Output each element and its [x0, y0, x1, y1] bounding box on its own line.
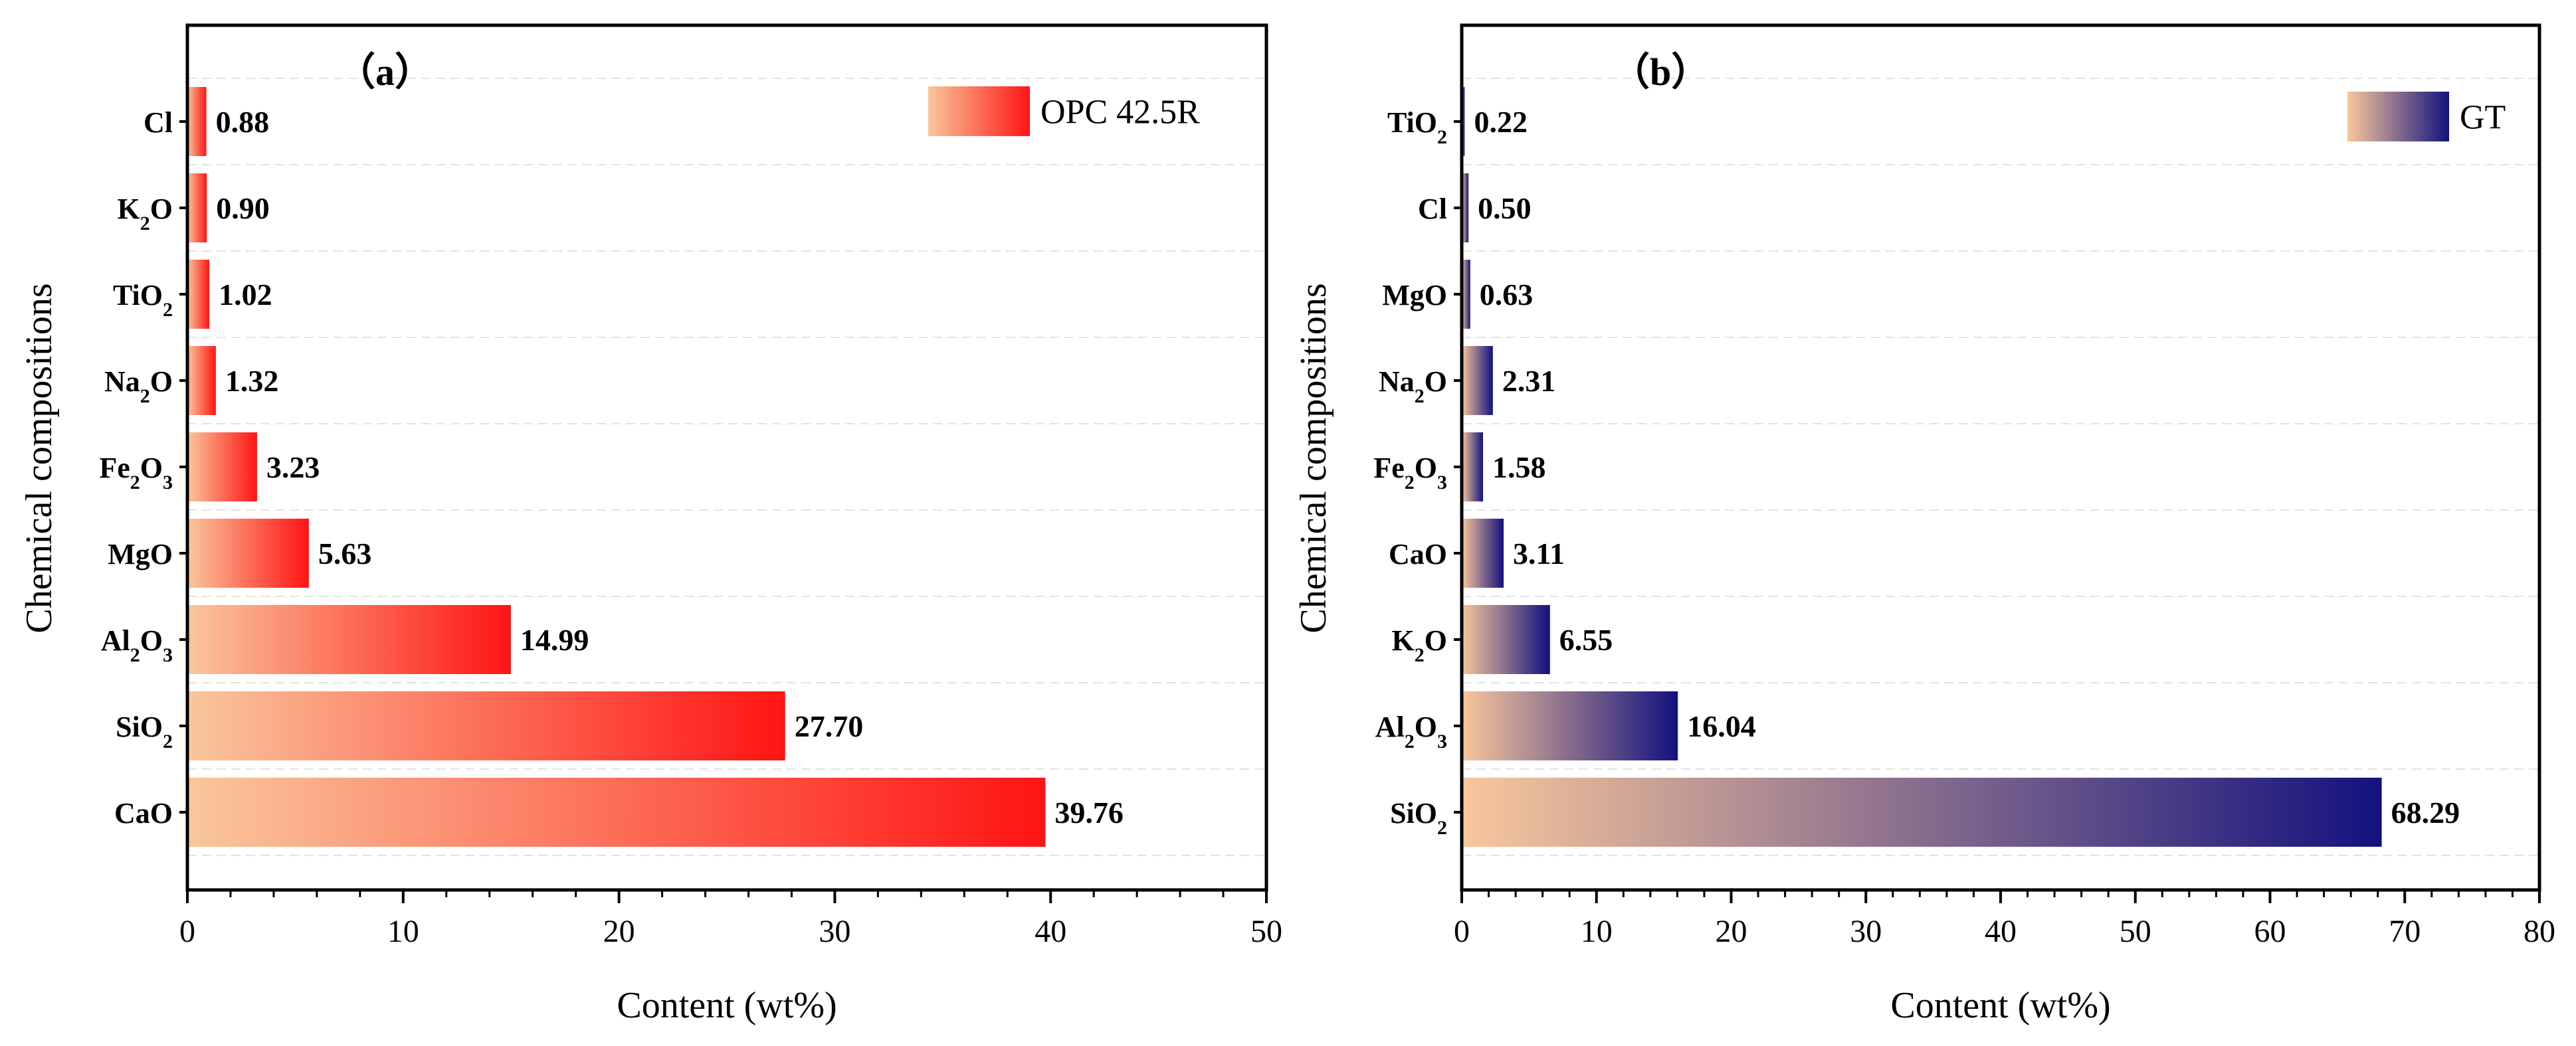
x-tick-label: 10 [1581, 914, 1613, 949]
x-tick-label: 20 [1716, 914, 1747, 949]
category-label: K2O [1392, 624, 1447, 666]
bar-sio2 [1462, 778, 2382, 847]
x-tick-label: 40 [1035, 914, 1066, 949]
bar-al2o3 [187, 605, 511, 674]
x-tick-label: 40 [1985, 914, 2017, 949]
y-axis-title: Chemical compositions [19, 283, 60, 633]
x-tick-label: 70 [2389, 914, 2421, 949]
bar-mgo [187, 519, 309, 588]
category-label: SiO2 [1390, 797, 1447, 839]
bar-na2o [187, 346, 216, 415]
bar-k2o [187, 173, 207, 242]
category-label: Na2O [1379, 365, 1447, 407]
bar-sio2 [187, 691, 785, 760]
category-label: Cl [144, 106, 173, 139]
value-label: 3.11 [1513, 537, 1565, 570]
bar-na2o [1462, 346, 1493, 415]
panel-label: （a） [337, 50, 433, 94]
value-label: 1.58 [1492, 450, 1546, 484]
category-label: K2O [118, 193, 173, 234]
category-label: Fe2O3 [99, 452, 173, 493]
x-tick-label: 0 [1454, 914, 1470, 949]
x-axis-title: Content (wt%) [617, 985, 837, 1026]
bar-mgo [1462, 260, 1470, 329]
value-label: 39.76 [1054, 796, 1124, 829]
category-label: TiO2 [113, 279, 173, 321]
bar-cl [187, 87, 207, 156]
value-label: 27.70 [795, 709, 864, 743]
value-label: 5.63 [318, 537, 372, 570]
bar-cl [1462, 173, 1469, 242]
axes-frame [185, 23, 1268, 892]
value-label: 3.23 [266, 450, 320, 484]
bar-fe2o3 [1462, 432, 1484, 501]
value-label: 2.31 [1502, 364, 1556, 398]
value-label: 6.55 [1559, 623, 1613, 657]
value-label: 1.02 [219, 278, 272, 311]
x-tick-label: 50 [2120, 914, 2151, 949]
legend-swatch [2347, 92, 2449, 141]
panel-label: （b） [1611, 50, 1710, 94]
category-label: CaO [114, 797, 173, 829]
value-label: 0.50 [1478, 191, 1532, 225]
x-tick-label: 60 [2254, 914, 2286, 949]
category-label: Cl [1418, 193, 1447, 225]
x-tick-label: 30 [819, 914, 850, 949]
value-label: 1.32 [225, 364, 279, 398]
x-tick-label: 30 [1850, 914, 1882, 949]
legend-label: OPC 42.5R [1040, 94, 1200, 131]
chart-panel-a: 39.76 CaO 27.70 SiO2 14.99 Al2O3 5.63 MgO 3.23 Fe… [19, 23, 1282, 1026]
category-label: MgO [1382, 279, 1447, 311]
x-axis-title: Content (wt%) [1890, 985, 2110, 1026]
bar-cao [1462, 519, 1504, 588]
x-tick-label: 0 [179, 914, 195, 949]
value-label: 0.90 [216, 191, 270, 225]
bar-tio2 [187, 260, 210, 329]
category-label: Fe2O3 [1373, 452, 1447, 493]
category-label: Al2O3 [101, 624, 173, 666]
x-tick-label: 20 [603, 914, 635, 949]
y-axis-title: Chemical compositions [1293, 283, 1334, 633]
value-label: 0.22 [1474, 105, 1528, 139]
bar-k2o [1462, 605, 1550, 674]
category-label: Al2O3 [1375, 711, 1447, 752]
category-label: MgO [108, 538, 173, 570]
value-label: 0.88 [216, 105, 270, 139]
bar-fe2o3 [187, 432, 257, 501]
chart-panel-b: 68.29 SiO2 16.04 Al2O3 6.55 K2O 3.11 CaO 1.58 Fe2… [1293, 23, 2555, 1026]
category-label: Na2O [104, 365, 173, 407]
x-tick-label: 10 [387, 914, 419, 949]
category-label: SiO2 [116, 711, 173, 752]
legend-label: GT [2460, 99, 2506, 137]
value-label: 0.63 [1480, 278, 1534, 311]
value-label: 14.99 [520, 623, 589, 657]
x-tick-label: 50 [1250, 914, 1282, 949]
bar-cao [187, 778, 1046, 847]
bar-al2o3 [1462, 691, 1678, 760]
category-label: CaO [1389, 538, 1447, 570]
value-label: 68.29 [2391, 796, 2460, 829]
value-label: 16.04 [1687, 709, 1756, 743]
category-label: TiO2 [1387, 106, 1447, 148]
x-tick-label: 80 [2524, 914, 2555, 949]
legend-swatch [928, 86, 1030, 136]
